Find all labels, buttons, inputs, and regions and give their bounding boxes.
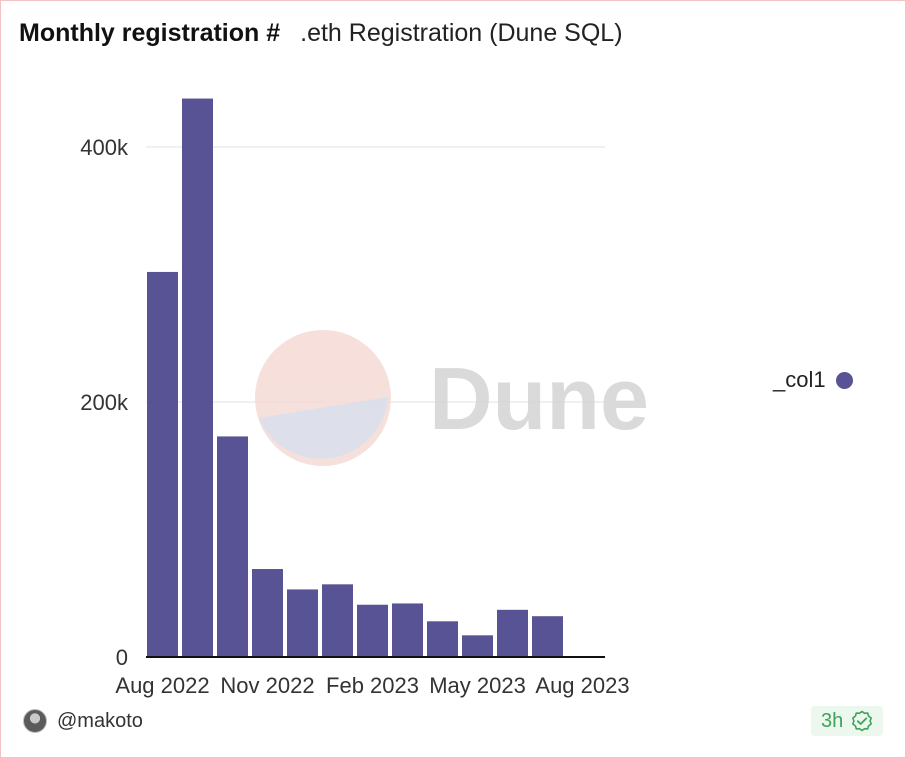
x-tick-label: Feb 2023: [326, 673, 419, 698]
dune-watermark: Dune: [255, 330, 649, 466]
bar-chart: Dune 0 200k 400k Aug 2022 Nov 2022 Feb 2023 Ma…: [80, 98, 649, 698]
x-tick-label: Aug 2023: [535, 673, 629, 698]
x-tick-label: Nov 2022: [220, 673, 314, 698]
author-name[interactable]: @makoto: [57, 709, 143, 732]
x-tick-label: Aug 2022: [115, 673, 209, 698]
legend[interactable]: _col1: [773, 367, 853, 393]
y-tick-label: 0: [116, 645, 128, 670]
bar-feb-2023[interactable]: [357, 604, 388, 657]
author-info[interactable]: @makoto: [23, 709, 143, 733]
bar-mar-2023[interactable]: [392, 603, 423, 657]
bar-sep-2022[interactable]: [182, 98, 213, 658]
x-tick-label: May 2023: [429, 673, 526, 698]
verified-check-icon: [851, 710, 873, 732]
bar-nov-2022[interactable]: [252, 569, 283, 657]
header: Monthly registration # .eth Registration…: [19, 19, 623, 55]
bar-apr-2023[interactable]: [427, 621, 458, 657]
bar-oct-2022[interactable]: [217, 436, 248, 657]
y-tick-label: 400k: [80, 135, 129, 160]
chart-title[interactable]: Monthly registration #: [19, 19, 281, 47]
legend-swatch: [835, 371, 853, 389]
query-title[interactable]: .eth Registration (Dune SQL): [300, 19, 623, 47]
y-tick-label: 200k: [80, 390, 129, 415]
bar-jul-2023[interactable]: [532, 616, 563, 657]
bar-aug-2022[interactable]: [147, 271, 178, 657]
bar-dec-2022[interactable]: [287, 589, 318, 657]
dune-logo-lower-half: [258, 397, 389, 459]
freshness-badge[interactable]: 3h: [811, 706, 884, 736]
refresh-age: 3h: [821, 709, 844, 732]
legend-label: _col1: [773, 367, 826, 392]
bar-jun-2023[interactable]: [497, 609, 528, 657]
avatar[interactable]: [23, 709, 47, 733]
watermark-text: Dune: [429, 349, 649, 448]
bar-may-2023[interactable]: [462, 635, 493, 657]
bar-jan-2023[interactable]: [322, 584, 353, 657]
